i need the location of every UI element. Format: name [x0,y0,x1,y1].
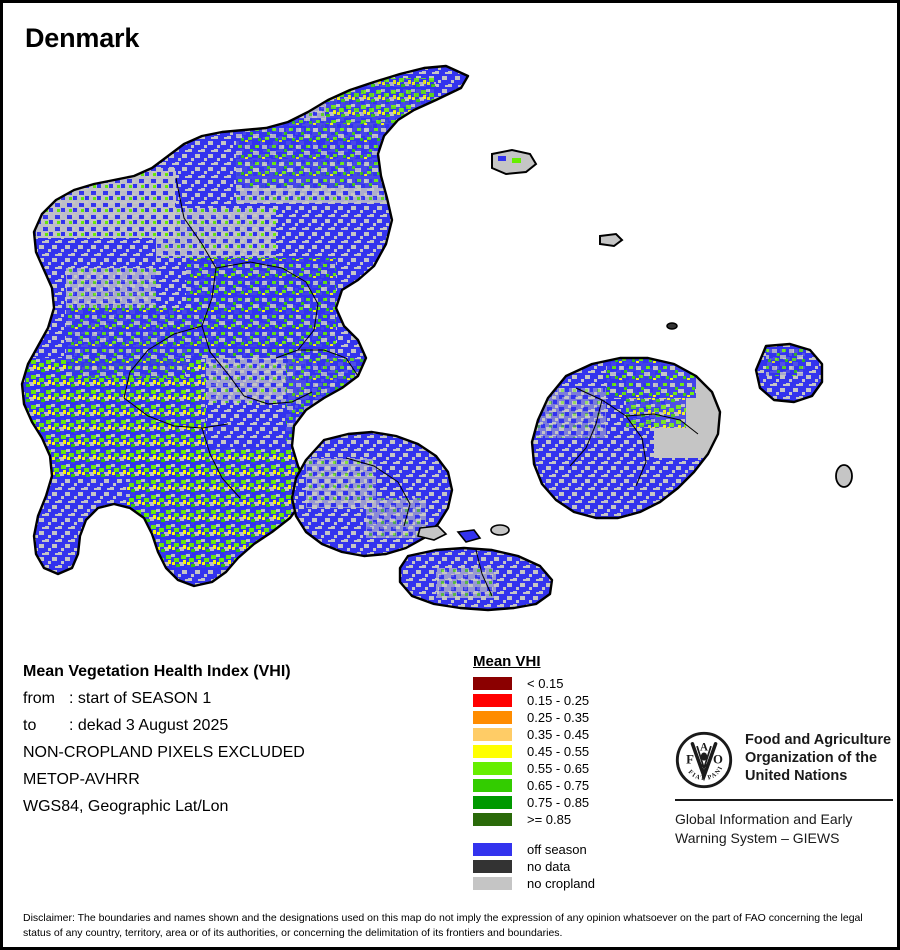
legend-item: 0.55 - 0.65 [473,760,653,777]
islands-smalandsfarvandet [417,524,510,543]
legend-label: < 0.15 [527,676,564,691]
metadata-to-label: to [23,717,37,734]
island-laeso [491,148,538,176]
fao-organization-name: Food and Agriculture Organization of the… [745,731,891,785]
legend-swatch [473,677,512,690]
metadata-from-row: from : start of SEASON 1 [23,685,443,712]
island-hesselo [835,464,853,488]
map-canvas[interactable] [6,58,897,638]
legend-swatch [473,779,512,792]
legend-label: no data [527,859,571,874]
metadata-from-label: from [23,690,55,707]
giews-line2: Warning System – GIEWS [675,830,840,846]
legend-label: 0.65 - 0.75 [527,778,590,793]
island-anholt [599,232,624,248]
fao-logo-icon: F A O FIAT PANIS [675,731,733,789]
landmass-zealand [530,356,722,520]
fao-divider [675,799,893,801]
legend-label: 0.35 - 0.45 [527,727,590,742]
legend-label: 0.25 - 0.35 [527,710,590,725]
fao-header: F A O FIAT PANIS Food and Agriculture Or… [675,731,893,789]
legend-swatch [473,728,512,741]
island-bornholm [754,342,824,404]
legend-label: 0.75 - 0.85 [527,795,590,810]
legend-swatch [473,762,512,775]
metadata-to-row: to : dekad 3 August 2025 [23,712,443,739]
metadata-to-value: : dekad 3 August 2025 [69,717,229,734]
legend-swatch [473,711,512,724]
legend-item: 0.15 - 0.25 [473,692,653,709]
fao-org-line2: Organization of the [745,750,878,766]
legend-label: 0.55 - 0.65 [527,761,590,776]
legend-item: 0.35 - 0.45 [473,726,653,743]
legend-item-no-data: no data [473,858,653,875]
svg-text:F: F [686,752,694,766]
legend-item-no-cropland: no cropland [473,875,653,892]
fao-org-line1: Food and Agriculture [745,732,892,748]
metadata-sensor: METOP-AVHRR [23,771,140,788]
svg-text:A: A [700,742,708,754]
legend-title: Mean VHI [473,653,541,670]
legend-label: 0.15 - 0.25 [527,693,590,708]
legend: Mean VHI < 0.15 0.15 - 0.25 0.25 - 0.35 … [473,653,653,892]
legend-item: 0.25 - 0.35 [473,709,653,726]
metadata-from-value: : start of SEASON 1 [69,690,212,707]
fao-branding: F A O FIAT PANIS Food and Agriculture Or… [675,731,893,848]
legend-item: 0.75 - 0.85 [473,794,653,811]
legend-swatch [473,877,512,890]
metadata-heading: Mean Vegetation Health Index (VHI) [23,663,291,680]
legend-swatch [473,813,512,826]
legend-label: 0.45 - 0.55 [527,744,590,759]
legend-swatch [473,694,512,707]
fao-org-line3: United Nations [745,768,848,784]
admin-boundaries [123,177,359,499]
legend-label: off season [527,842,587,857]
fao-system-name: Global Information and Early Warning Sys… [675,810,893,848]
legend-swatch [473,860,512,873]
legend-item: 0.45 - 0.55 [473,743,653,760]
legend-spacer [473,828,653,841]
island-tiny-kattegat [666,322,678,330]
metadata-exclusion: NON-CROPLAND PIXELS EXCLUDED [23,744,305,761]
disclaimer-text: Disclaimer: The boundaries and names sho… [23,912,863,939]
map-metadata: Mean Vegetation Health Index (VHI) from:… [23,658,443,820]
denmark-raster-map [20,64,853,612]
metadata-projection: WGS84, Geographic Lat/Lon [23,798,229,815]
legend-item-off-season: off season [473,841,653,858]
legend-swatch [473,843,512,856]
page-title: Denmark [25,23,140,53]
legend-item: 0.65 - 0.75 [473,777,653,794]
legend-label: >= 0.85 [527,812,572,827]
landmass-funen [290,430,454,558]
legend-swatch [473,745,512,758]
landmass-lolland-falster [398,546,554,612]
legend-item: < 0.15 [473,675,653,692]
giews-line1: Global Information and Early [675,811,853,827]
legend-swatch [473,796,512,809]
legend-label: no cropland [527,876,595,891]
svg-text:O: O [713,752,723,766]
legend-item: >= 0.85 [473,811,653,828]
